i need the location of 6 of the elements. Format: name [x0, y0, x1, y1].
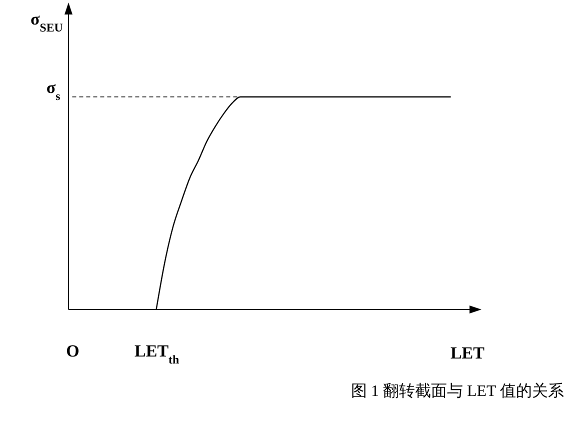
- ref-line-label: σ$_{s}$: [46, 78, 61, 103]
- x-tick-label: LET$_{th}$: [134, 342, 180, 366]
- y-axis-title: σ$_{SEU}$: [30, 10, 64, 34]
- x-axis-title: LET: [450, 344, 486, 362]
- x-tick-label: O: [66, 342, 80, 360]
- text: 图 1 翻转截面与 LET 值的关系: [350, 382, 564, 400]
